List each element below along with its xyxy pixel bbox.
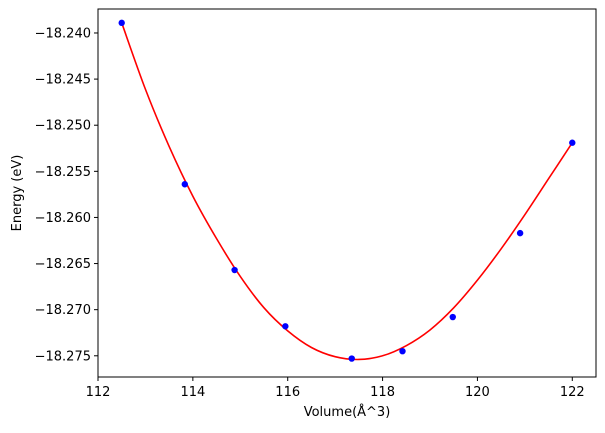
- plot-area: [118, 19, 576, 362]
- x-tick-label: 114: [180, 385, 205, 400]
- y-tick-label: −18.270: [35, 303, 91, 318]
- data-point: [282, 323, 289, 330]
- y-tick-label: −18.275: [35, 349, 91, 364]
- y-tick-label: −18.240: [35, 26, 91, 41]
- y-tick-label: −18.250: [35, 119, 91, 134]
- x-axis-label: Volume(Å^3): [304, 404, 391, 420]
- y-axis-label: Energy (eV): [10, 155, 25, 232]
- x-tick-label: 122: [560, 385, 585, 400]
- y-tick-label: −18.255: [35, 165, 91, 180]
- data-point: [118, 19, 125, 27]
- data-point: [516, 229, 524, 237]
- data-point: [569, 139, 576, 146]
- data-point: [449, 313, 456, 321]
- y-axis-ticks: −18.240 −18.245 −18.250 −18.255 −18.260 −18.2…: [35, 26, 98, 364]
- data-point: [348, 355, 355, 362]
- x-tick-label: 120: [465, 385, 490, 400]
- x-tick-label: 116: [275, 385, 300, 400]
- x-tick-label: 118: [370, 385, 395, 400]
- fit-curve-line: [120, 22, 573, 361]
- data-point: [399, 347, 406, 355]
- axes-frame: [97, 8, 597, 378]
- x-tick-label: 112: [86, 385, 111, 400]
- x-axis-ticks: 112 114 116 118 120 122: [86, 377, 585, 400]
- y-tick-label: −18.245: [35, 73, 91, 88]
- data-point: [231, 266, 238, 274]
- y-tick-label: −18.265: [35, 257, 91, 272]
- y-tick-label: −18.260: [35, 211, 91, 226]
- data-point: [181, 181, 188, 188]
